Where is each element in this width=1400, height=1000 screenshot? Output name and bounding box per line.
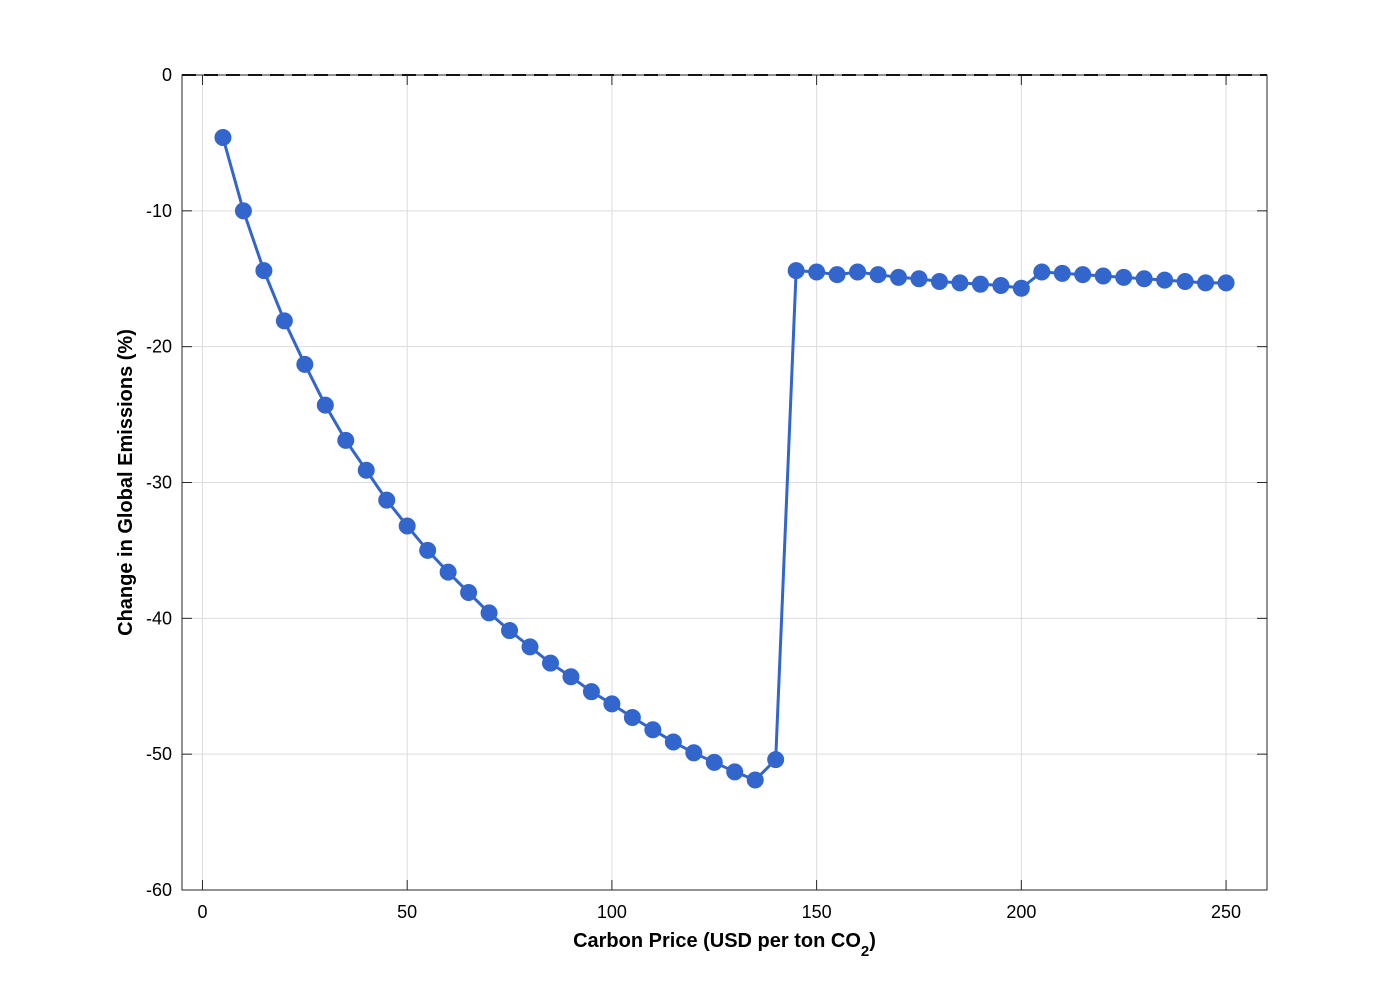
data-point <box>541 654 559 672</box>
data-point <box>1094 267 1112 285</box>
data-point <box>501 622 519 640</box>
y-tick-label: -60 <box>146 880 172 900</box>
data-point <box>664 733 682 751</box>
data-point <box>582 683 600 701</box>
data-point <box>603 695 621 713</box>
series-layer <box>214 128 1235 789</box>
x-tick-label: 250 <box>1211 902 1241 922</box>
data-point <box>1176 272 1194 290</box>
data-point <box>378 491 396 509</box>
data-point <box>439 563 457 581</box>
data-point <box>255 262 273 280</box>
data-point <box>767 751 785 769</box>
x-axis-title-main: Carbon Price (USD per ton CO <box>573 930 861 952</box>
data-point <box>275 312 293 330</box>
data-point <box>726 763 744 781</box>
data-point <box>849 263 867 281</box>
data-point <box>808 263 826 281</box>
data-point <box>1217 274 1235 292</box>
data-point <box>869 266 887 284</box>
data-point <box>1053 264 1071 282</box>
series-line <box>221 137 1227 782</box>
x-tick-label: 100 <box>597 902 627 922</box>
y-tick-label: -30 <box>146 473 172 493</box>
x-axis-title: Carbon Price (USD per ton CO2) <box>573 930 876 960</box>
data-point <box>951 274 969 292</box>
data-point <box>992 277 1010 295</box>
x-tick-label: 200 <box>1006 902 1036 922</box>
x-tick-label: 0 <box>197 902 207 922</box>
data-point <box>316 396 334 414</box>
y-tick-label: -20 <box>146 337 172 357</box>
data-point <box>357 461 375 479</box>
axis-ticks: 0 50 100 150 200 250 -60 -50 -40 -30 -20 -10 0 <box>146 65 1267 922</box>
y-tick-label: -50 <box>146 744 172 764</box>
data-point <box>890 268 908 286</box>
data-point <box>480 604 498 622</box>
y-tick-label: -40 <box>146 608 172 628</box>
data-point <box>1135 270 1153 288</box>
data-point <box>623 708 641 726</box>
data-point <box>1115 268 1133 286</box>
data-point <box>562 668 580 686</box>
data-point <box>214 128 232 146</box>
data-point <box>644 721 662 739</box>
y-tick-label: -10 <box>146 201 172 221</box>
data-point <box>828 266 846 284</box>
data-point <box>521 638 539 656</box>
data-point <box>460 584 478 602</box>
data-point <box>746 771 764 789</box>
data-point <box>1012 279 1030 297</box>
data-point <box>1033 263 1051 281</box>
data-point <box>1156 271 1174 289</box>
x-axis-title-subscript: 2 <box>861 943 869 960</box>
x-axis-title-suffix: ) <box>869 930 876 952</box>
data-point <box>971 275 989 293</box>
y-tick-label: 0 <box>162 65 172 85</box>
data-point <box>419 541 437 559</box>
data-point <box>1197 274 1215 292</box>
data-point <box>787 262 805 280</box>
data-point <box>910 270 928 288</box>
data-point <box>1074 266 1092 284</box>
data-point <box>685 744 703 762</box>
data-point <box>930 272 948 290</box>
data-point <box>296 355 314 373</box>
x-tick-label: 150 <box>802 902 832 922</box>
y-axis-title: Change in Global Emissions (%) <box>115 329 137 636</box>
data-point <box>337 431 355 449</box>
data-point <box>705 753 723 771</box>
data-point <box>398 517 416 535</box>
data-point <box>234 202 252 220</box>
x-tick-label: 50 <box>397 902 417 922</box>
